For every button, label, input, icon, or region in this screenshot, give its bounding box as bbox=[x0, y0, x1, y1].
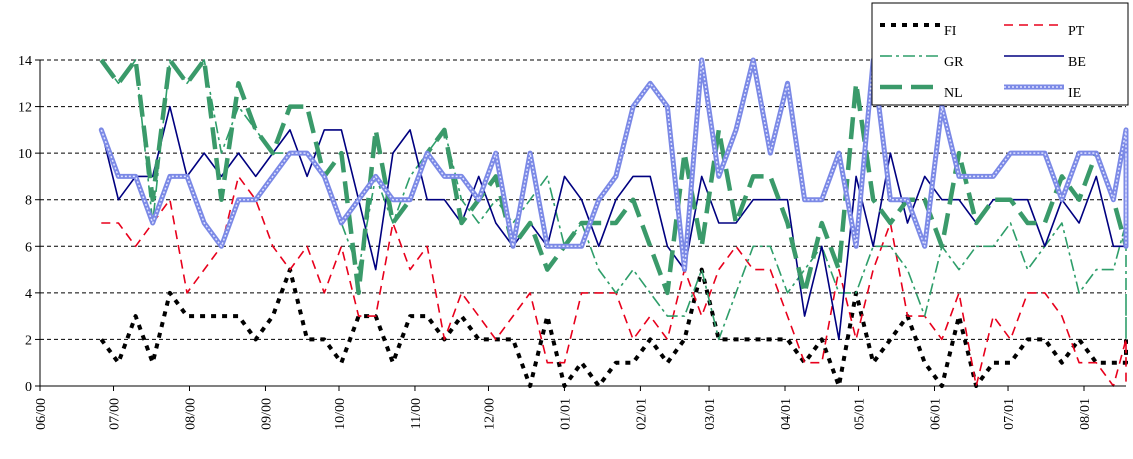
y-tick-label: 4 bbox=[25, 287, 32, 302]
legend-label: BE bbox=[1068, 55, 1086, 70]
x-tick-label: 07/00 bbox=[108, 398, 123, 430]
x-tick-label: 11/00 bbox=[409, 398, 424, 429]
x-tick-label: 12/00 bbox=[482, 398, 497, 430]
legend-label: GR bbox=[944, 55, 964, 70]
y-axis-ticks: 0 2 4 6 8 10 12 14 bbox=[18, 54, 40, 395]
legend-label: IE bbox=[1068, 86, 1081, 101]
series-line-fi bbox=[99, 267, 1128, 388]
legend: FI PT GR BE NL IE bbox=[871, 2, 1129, 106]
series-fi bbox=[99, 267, 1128, 388]
series-lines bbox=[98, 57, 1129, 388]
series-nl bbox=[99, 57, 1129, 296]
x-tick-label: 08/00 bbox=[183, 398, 198, 430]
x-tick-label: 07/01 bbox=[1002, 398, 1017, 430]
x-tick-label: 06/00 bbox=[34, 398, 49, 430]
series-line-be bbox=[100, 105, 1127, 341]
legend-label: FI bbox=[944, 24, 957, 39]
x-tick-label: 04/01 bbox=[779, 398, 794, 430]
series-gr bbox=[100, 59, 1127, 341]
x-tick-label: 09/00 bbox=[259, 398, 274, 430]
series-pt bbox=[101, 175, 1127, 387]
axes bbox=[39, 60, 1126, 387]
x-tick-label: 05/01 bbox=[853, 398, 868, 430]
series-line-nl bbox=[99, 57, 1129, 296]
y-tick-label: 6 bbox=[25, 240, 32, 255]
series-ie bbox=[98, 57, 1129, 273]
y-tick-label: 2 bbox=[25, 333, 32, 348]
series-be bbox=[100, 105, 1127, 341]
x-tick-label: 06/01 bbox=[929, 398, 944, 430]
x-tick-label: 03/01 bbox=[703, 398, 718, 430]
x-tick-label: 08/01 bbox=[1078, 398, 1093, 430]
series-line-gr bbox=[100, 59, 1127, 341]
series-line-pt bbox=[101, 175, 1127, 387]
y-tick-label: 12 bbox=[18, 101, 32, 116]
series-line-highlight-ie bbox=[100, 59, 1127, 271]
x-tick-label: 01/01 bbox=[558, 398, 573, 430]
y-tick-label: 8 bbox=[25, 194, 32, 209]
legend-label: NL bbox=[944, 86, 963, 101]
y-tick-label: 14 bbox=[18, 54, 32, 69]
y-tick-label: 0 bbox=[25, 380, 32, 395]
x-axis-ticks: 06/00 07/00 08/00 09/00 10/00 11/00 12/00 01/01… bbox=[34, 386, 1093, 430]
legend-box bbox=[871, 2, 1129, 106]
x-tick-label: 02/01 bbox=[634, 398, 649, 430]
legend-label: PT bbox=[1068, 24, 1085, 39]
x-tick-label: 10/00 bbox=[333, 398, 348, 430]
y-tick-label: 10 bbox=[18, 147, 32, 162]
